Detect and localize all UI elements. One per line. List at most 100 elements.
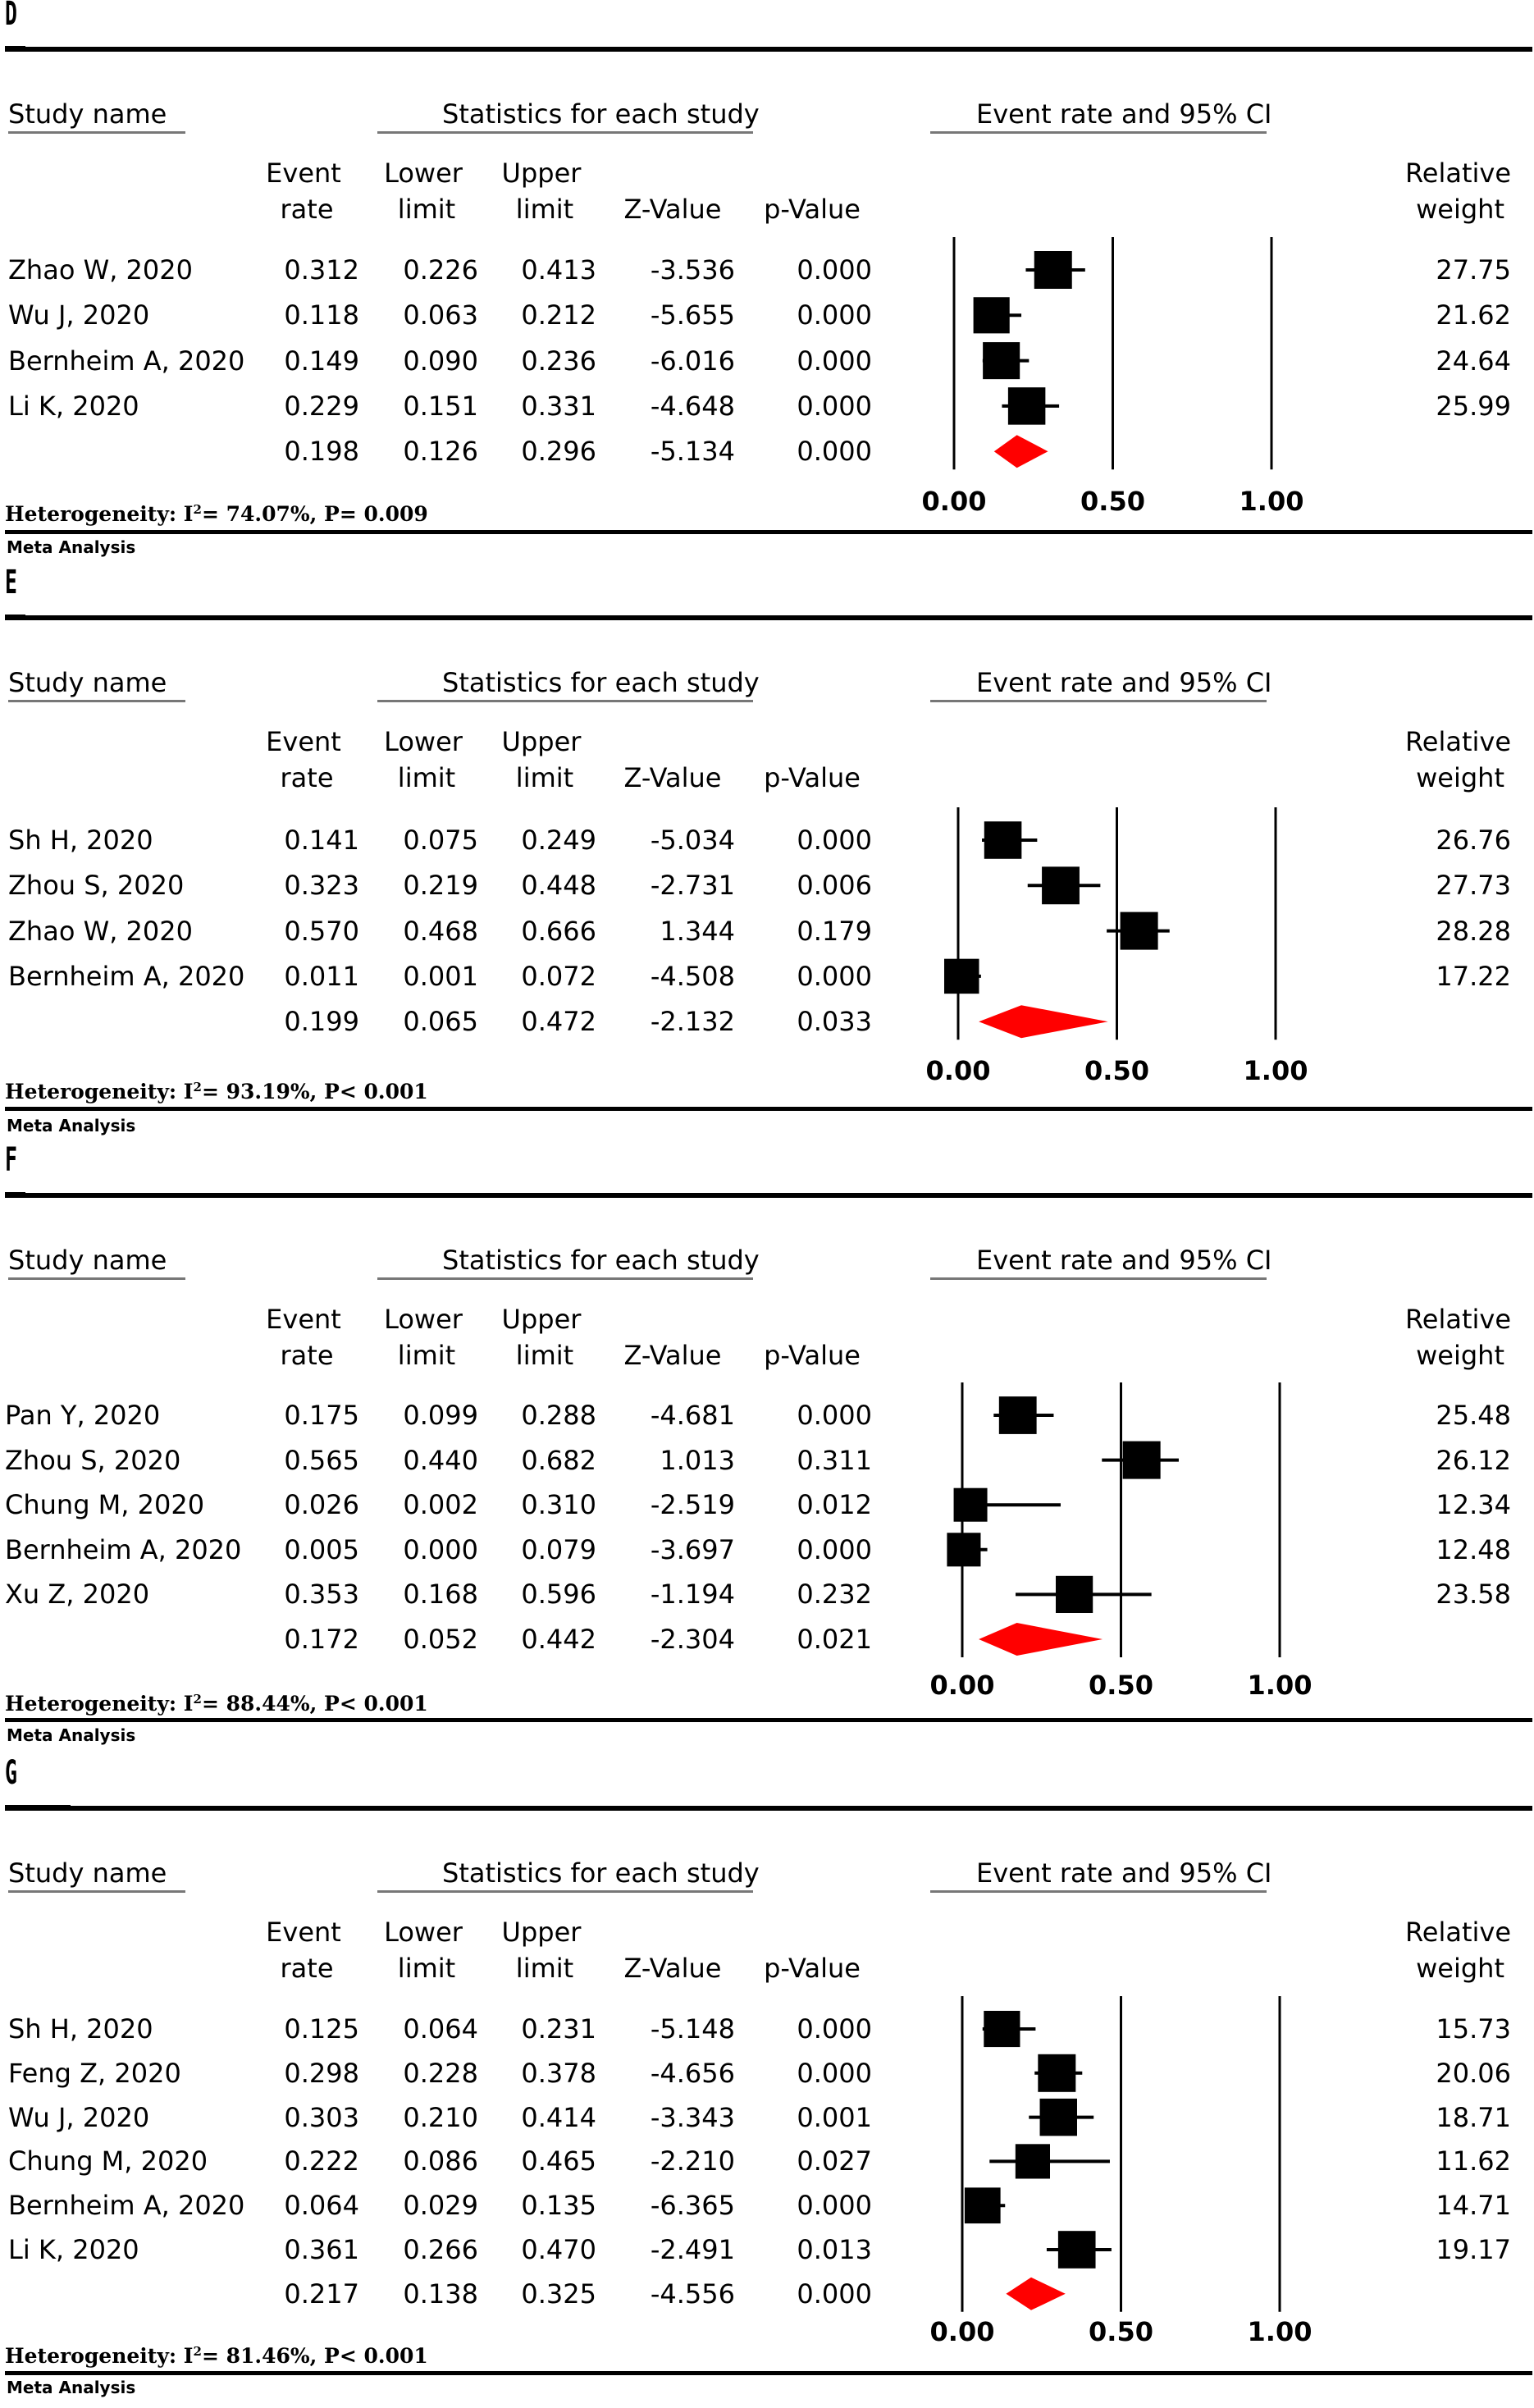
p-value: 0.006 <box>797 870 872 902</box>
relative-weight-value: 28.28 <box>1436 915 1511 947</box>
z-value-header: Z-Value <box>623 762 722 793</box>
upper-limit-header: limit <box>515 194 574 225</box>
relative-weight-value: 26.12 <box>1436 1444 1511 1476</box>
header-underline <box>377 1890 753 1893</box>
heterogeneity-label: Heterogeneity: I2= 74.07%, P= 0.009 <box>5 497 428 527</box>
event-rate-header: rate <box>280 1953 334 1984</box>
summary-lower-limit: 0.138 <box>403 2278 478 2310</box>
header-underline <box>377 700 753 702</box>
upper-limit-header: Upper <box>501 1917 582 1948</box>
relative-weight-value: 20.06 <box>1436 2057 1511 2089</box>
upper-limit-value: 0.596 <box>521 1579 596 1611</box>
header-underline <box>8 131 185 134</box>
relative-weight-value: 21.62 <box>1436 299 1511 331</box>
heterogeneity-superscript: 2 <box>193 1692 202 1707</box>
lower-limit-value: 0.086 <box>403 2145 478 2177</box>
summary-diamond <box>1006 2277 1066 2310</box>
relative-weight-value: 23.58 <box>1436 1579 1511 1611</box>
heterogeneity-value: = 74.07%, P= 0.009 <box>201 502 428 526</box>
z-value: -2.731 <box>650 870 735 902</box>
study-name-header: Study name <box>8 1857 167 1889</box>
event-rate-value: 0.312 <box>284 254 359 286</box>
x-tick-label: 0.00 <box>930 1670 995 1701</box>
upper-limit-value: 0.079 <box>521 1533 596 1565</box>
z-value: -4.648 <box>650 390 735 422</box>
relative-weight-header: Relative <box>1404 1917 1511 1948</box>
summary-p-value: 0.000 <box>797 436 872 468</box>
lower-limit-value: 0.075 <box>403 825 478 856</box>
summary-p-value: 0.033 <box>797 1006 872 1038</box>
p-value: 0.000 <box>797 825 872 856</box>
study-name: Bernheim A, 2020 <box>8 2190 245 2222</box>
lower-limit-value: 0.228 <box>403 2057 478 2089</box>
heterogeneity-value: = 81.46%, P< 0.001 <box>201 2344 428 2368</box>
z-value: -3.343 <box>650 2101 735 2133</box>
event-rate-header: rate <box>280 1340 334 1371</box>
panel-letter: G <box>5 1754 17 1792</box>
heterogeneity-prefix: Heterogeneity: I <box>5 2344 194 2368</box>
study-name: Wu J, 2020 <box>8 299 150 331</box>
study-marker-square <box>1038 2054 1076 2092</box>
study-marker-square <box>1057 2231 1096 2269</box>
p-value-header: p-Value <box>764 1340 861 1371</box>
lower-limit-value: 0.168 <box>403 1579 478 1611</box>
x-tick-label: 0.50 <box>1089 1670 1153 1701</box>
forest-plot-panel-g: G Study name Statistics for each study Even… <box>0 1754 1534 2407</box>
upper-limit-value: 0.236 <box>521 345 596 377</box>
upper-limit-header: Upper <box>501 726 582 757</box>
relative-weight-value: 27.75 <box>1436 254 1511 286</box>
p-value-header: p-Value <box>764 1953 861 1984</box>
heterogeneity-value: = 93.19%, P< 0.001 <box>201 1080 428 1103</box>
z-value: -4.508 <box>650 960 735 992</box>
study-name: Xu Z, 2020 <box>5 1579 150 1611</box>
upper-limit-value: 0.414 <box>521 2101 596 2133</box>
event-rate-header: Event <box>266 1304 341 1335</box>
study-name: Zhou S, 2020 <box>8 870 185 902</box>
summary-lower-limit: 0.126 <box>403 436 478 468</box>
lower-limit-value: 0.029 <box>403 2190 478 2222</box>
panel-bottom-rule <box>5 1718 1532 1722</box>
summary-upper-limit: 0.472 <box>521 1006 596 1038</box>
event-rate-value: 0.565 <box>284 1444 359 1476</box>
p-value: 0.000 <box>797 345 872 377</box>
heterogeneity-prefix: Heterogeneity: I <box>5 502 194 526</box>
lower-limit-header: Lower <box>384 158 463 189</box>
event-rate-value: 0.125 <box>284 2013 359 2045</box>
header-underline <box>377 131 753 134</box>
lower-limit-value: 0.210 <box>403 2101 478 2133</box>
forest-plot-panel-d: D Study name Statistics for each study Even… <box>0 0 1534 567</box>
z-value: 1.013 <box>660 1444 735 1476</box>
event-rate-header: Event <box>266 158 341 189</box>
forest-plot: 0.00 0.50 1.00 <box>930 1382 1312 1701</box>
relative-weight-value: 25.48 <box>1436 1400 1511 1431</box>
lower-limit-header: limit <box>397 1340 456 1371</box>
upper-limit-header: limit <box>515 762 574 793</box>
upper-limit-header: limit <box>515 1340 574 1371</box>
study-name: Li K, 2020 <box>8 390 139 422</box>
x-tick-label: 0.50 <box>1084 1055 1149 1086</box>
lower-limit-header: Lower <box>384 1304 463 1335</box>
relative-weight-value: 27.73 <box>1436 870 1511 902</box>
study-marker-square <box>1039 2098 1077 2136</box>
study-marker-square <box>1056 1575 1093 1614</box>
event-rate-value: 0.064 <box>284 2190 359 2222</box>
summary-z-value: -2.132 <box>650 1006 735 1038</box>
x-tick-label: 1.00 <box>1240 486 1304 517</box>
z-value: -5.655 <box>650 299 735 331</box>
relative-weight-header: weight <box>1416 194 1504 225</box>
summary-event-rate: 0.198 <box>284 436 359 468</box>
z-value: -6.016 <box>650 345 735 377</box>
header-underline <box>8 700 185 702</box>
event-rate-value: 0.011 <box>284 960 359 992</box>
relative-weight-header: Relative <box>1404 158 1511 189</box>
z-value: -3.536 <box>650 254 735 286</box>
study-name: Zhao W, 2020 <box>8 915 193 947</box>
summary-diamond <box>993 435 1048 468</box>
event-rate-header: rate <box>280 194 334 225</box>
p-value: 0.027 <box>797 2145 872 2177</box>
study-name: Bernheim A, 2020 <box>5 1533 242 1565</box>
study-name: Sh H, 2020 <box>8 2013 153 2045</box>
relative-weight-header: weight <box>1416 762 1504 793</box>
summary-p-value: 0.021 <box>797 1624 872 1655</box>
forest-plot-panel-e: E Study name Statistics for each study Even… <box>0 564 1534 1145</box>
